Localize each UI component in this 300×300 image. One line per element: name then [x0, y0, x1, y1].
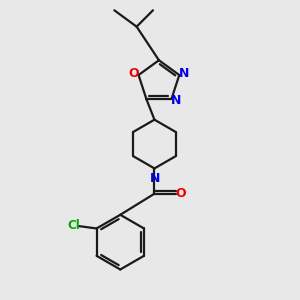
Text: N: N: [171, 94, 181, 106]
Text: O: O: [128, 67, 139, 80]
Text: O: O: [175, 187, 186, 200]
Text: N: N: [179, 67, 189, 80]
Text: N: N: [150, 172, 160, 185]
Text: Cl: Cl: [67, 219, 80, 232]
